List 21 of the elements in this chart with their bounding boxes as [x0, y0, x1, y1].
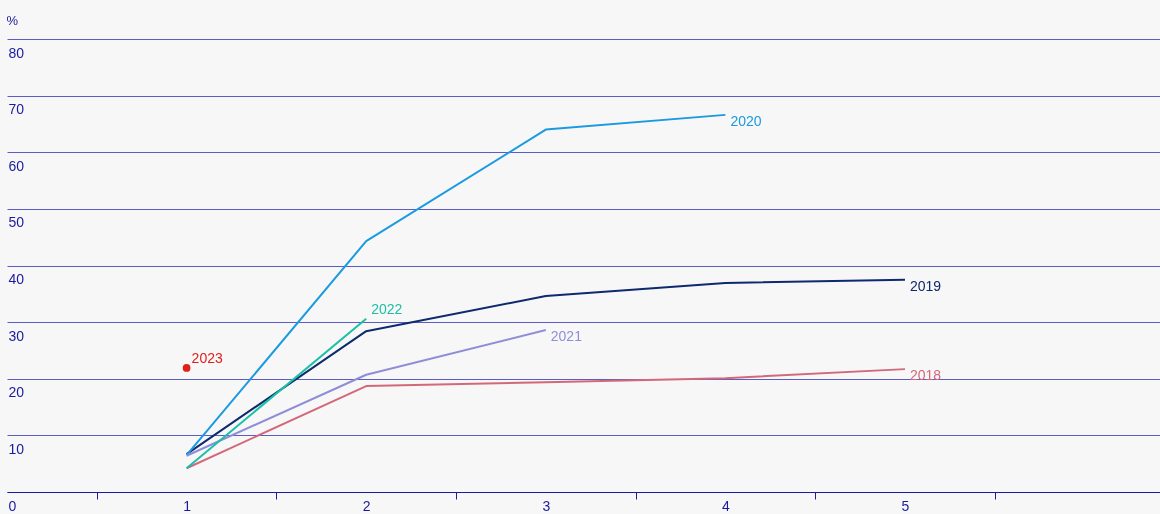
y-tick-label: 10 — [8, 440, 25, 457]
series-label: 2020 — [730, 112, 762, 129]
y-tick-label: 80 — [8, 44, 25, 61]
x-tick-label: 1 — [183, 497, 192, 514]
y-axis-title: % — [6, 12, 19, 28]
y-tick-label: 50 — [8, 214, 25, 231]
x-tick-label: 4 — [721, 497, 730, 514]
series-label: 2023 — [191, 349, 223, 366]
series-label: 2019 — [909, 277, 942, 294]
y-tick-label: 0 — [8, 497, 17, 514]
x-tick-label: 3 — [542, 497, 551, 514]
y-tick-label: 20 — [8, 384, 25, 401]
x-tick-label: 5 — [901, 497, 910, 514]
y-tick-label: 70 — [8, 101, 25, 118]
series-label: 2018 — [909, 367, 942, 384]
x-tick-label: 2 — [362, 497, 371, 514]
y-tick-label: 40 — [8, 271, 25, 287]
series-label: 2021 — [550, 328, 583, 345]
y-tick-label: 30 — [8, 327, 25, 344]
series-label: 2022 — [371, 300, 403, 317]
y-tick-label: 60 — [8, 157, 25, 174]
